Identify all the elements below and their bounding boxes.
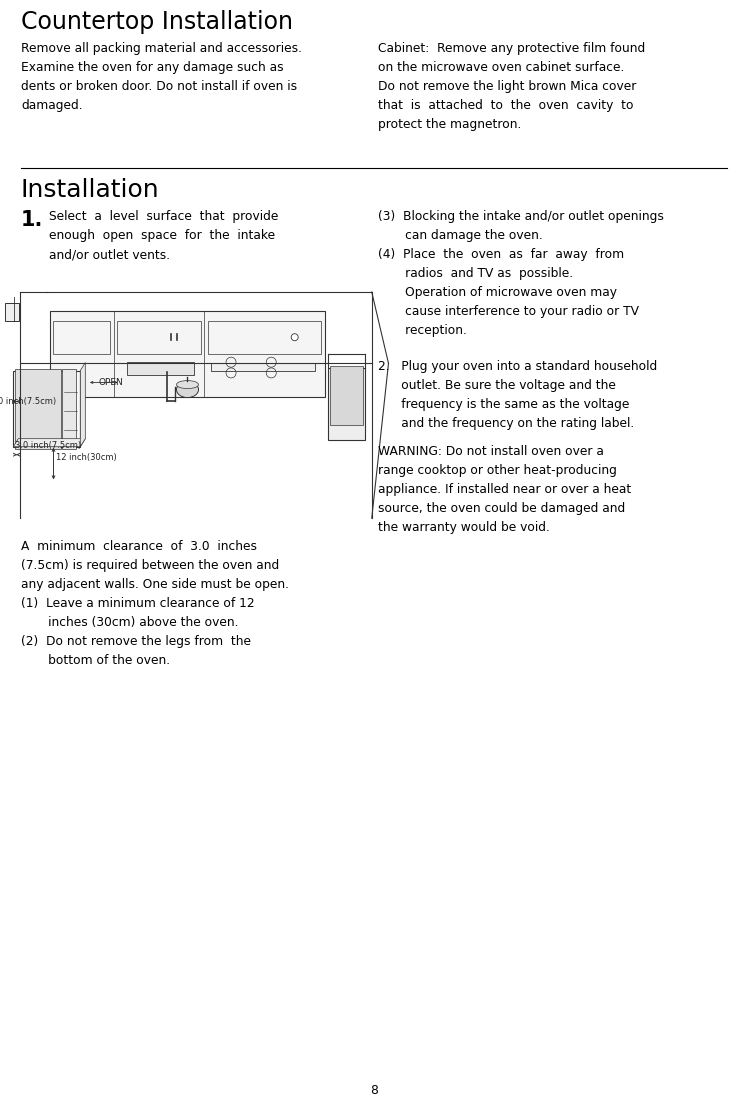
Bar <box>50 311 325 397</box>
Bar <box>13 370 80 447</box>
Text: 12 inch(30cm): 12 inch(30cm) <box>57 453 117 462</box>
Text: Select  a  level  surface  that  provide
enough  open  space  for  the  intake
a: Select a level surface that provide enou… <box>49 210 278 261</box>
Text: OPEN: OPEN <box>99 378 123 387</box>
Bar <box>117 320 201 353</box>
Polygon shape <box>80 362 85 447</box>
Text: Installation: Installation <box>21 178 159 202</box>
Polygon shape <box>13 438 85 447</box>
Bar <box>211 363 315 370</box>
Circle shape <box>291 333 298 341</box>
Bar <box>127 362 194 376</box>
Bar <box>5 302 19 320</box>
Bar <box>330 366 363 425</box>
Polygon shape <box>50 370 325 378</box>
Bar <box>15 369 61 448</box>
Bar <box>208 320 322 353</box>
Text: 3.0 inch(7.5cm): 3.0 inch(7.5cm) <box>0 397 56 406</box>
Text: 2.   Plug your oven into a standard household
      outlet. Be sure the voltage : 2. Plug your oven into a standard househ… <box>378 360 657 430</box>
Bar <box>328 368 365 439</box>
Text: A  minimum  clearance  of  3.0  inches
(7.5cm) is required between the oven and
: A minimum clearance of 3.0 inches (7.5cm… <box>21 540 289 667</box>
Bar <box>62 369 76 448</box>
Ellipse shape <box>177 381 198 398</box>
Text: Cabinet:  Remove any protective film found
on the microwave oven cabinet surface: Cabinet: Remove any protective film foun… <box>378 42 646 130</box>
Text: Remove all packing material and accessories.
Examine the oven for any damage suc: Remove all packing material and accessor… <box>21 42 302 112</box>
Text: 8: 8 <box>370 1084 378 1097</box>
Bar <box>54 320 111 353</box>
Text: 1.: 1. <box>21 210 43 230</box>
Text: (3)  Blocking the intake and/or outlet openings
       can damage the oven.
(4) : (3) Blocking the intake and/or outlet op… <box>378 210 664 337</box>
Ellipse shape <box>177 380 198 389</box>
Text: 3.0 inch(7.5cm): 3.0 inch(7.5cm) <box>15 440 82 449</box>
Text: WARNING: Do not install oven over a
range cooktop or other heat-producing
applia: WARNING: Do not install oven over a rang… <box>378 445 631 534</box>
Text: Countertop Installation: Countertop Installation <box>21 10 293 33</box>
